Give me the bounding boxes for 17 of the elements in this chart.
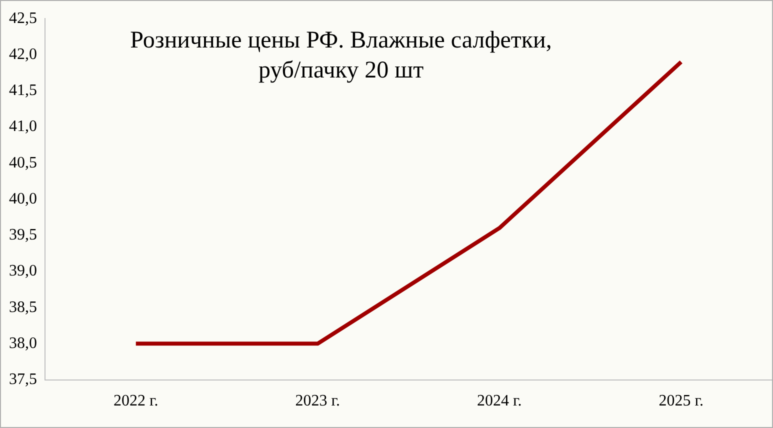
y-tick-label: 37,5 (9, 371, 37, 388)
y-tick-label: 40,0 (9, 190, 37, 208)
y-tick-label: 41,5 (9, 82, 37, 100)
y-tick-label: 41,0 (9, 118, 37, 136)
y-tick-label: 40,5 (9, 154, 37, 172)
x-tick-label: 2022 г. (113, 392, 158, 410)
y-tick-label: 42,5 (9, 10, 37, 27)
y-tick-label: 42,0 (9, 46, 37, 63)
x-tick-label: 2024 г. (476, 392, 522, 410)
x-tick-label: 2023 г. (295, 392, 340, 410)
y-tick-label: 39,5 (9, 226, 37, 244)
y-tick-label: 38,0 (9, 334, 37, 352)
y-tick-label: 38,5 (9, 298, 37, 316)
text: руб/пачку 20 шт (258, 57, 424, 84)
x-tick-label: 2025 г. (658, 392, 704, 410)
y-tick-label: 39,0 (9, 262, 37, 280)
text: Розничные цены РФ. Влажные салфетки, (130, 27, 552, 54)
